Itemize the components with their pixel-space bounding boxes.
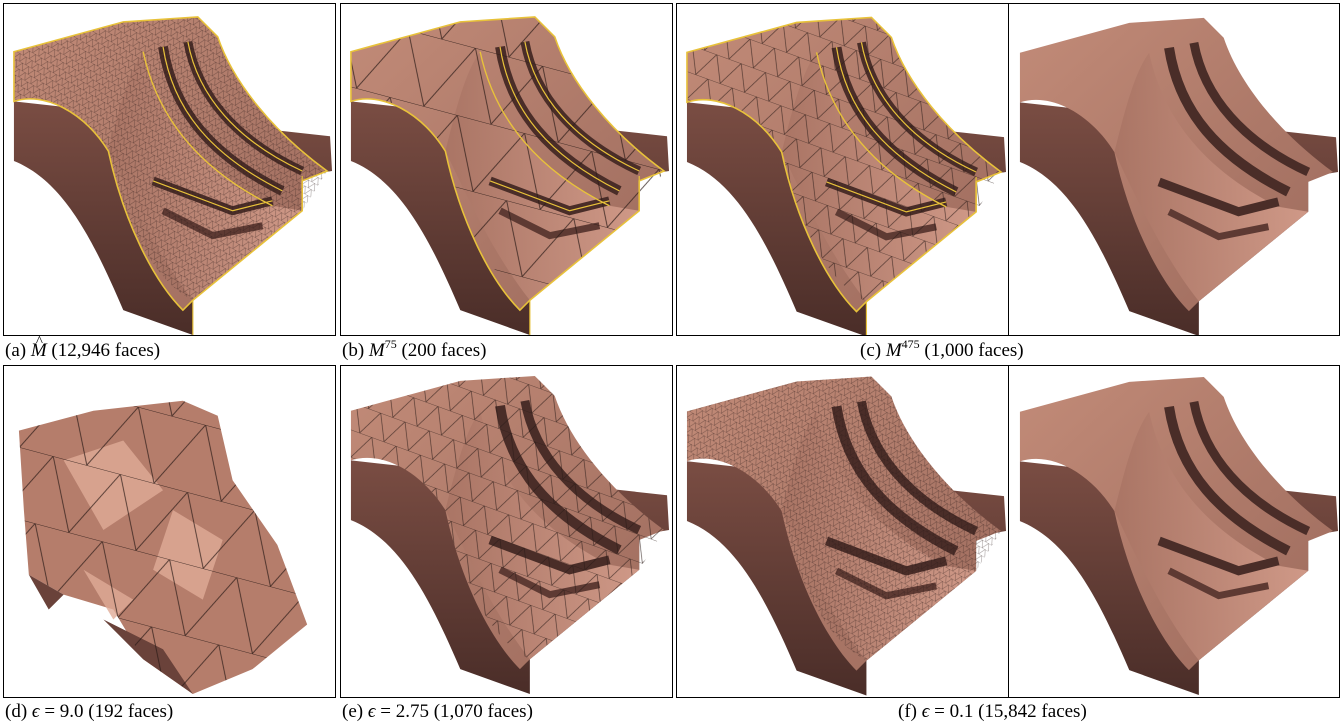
caption-d: (d) ϵ = 9.0 (192 faces) xyxy=(5,701,174,722)
panel-d-image xyxy=(3,365,336,698)
mesh-render-medium-boundary xyxy=(677,4,1009,335)
mesh-render-coarse-boundary xyxy=(341,4,672,335)
panel-f-image xyxy=(676,365,1340,698)
panel-divider xyxy=(1008,366,1009,697)
panel-divider xyxy=(1008,4,1009,335)
panel-c-image xyxy=(676,3,1340,336)
mesh-render-highpoly xyxy=(677,366,1009,698)
panel-a-image xyxy=(3,3,336,336)
panel-e-image xyxy=(340,365,673,698)
mesh-render-fine-boundary xyxy=(4,4,335,335)
caption-a: (a) M (12,946 faces) xyxy=(5,331,160,362)
caption-f: (f) ϵ = 0.1 (15,842 faces) xyxy=(898,701,1087,722)
mesh-render-lowpoly xyxy=(18,400,308,695)
panel-b-image xyxy=(340,3,673,336)
smooth-shaded-render xyxy=(1010,4,1340,336)
caption-c: (c) M475 (1,000 faces) xyxy=(860,337,1024,361)
smooth-shaded-render xyxy=(1010,366,1340,698)
caption-b: (b) M75 (200 faces) xyxy=(342,337,487,361)
mesh-render-midpoly xyxy=(341,366,672,697)
caption-e: (e) ϵ = 2.75 (1,070 faces) xyxy=(342,701,533,722)
